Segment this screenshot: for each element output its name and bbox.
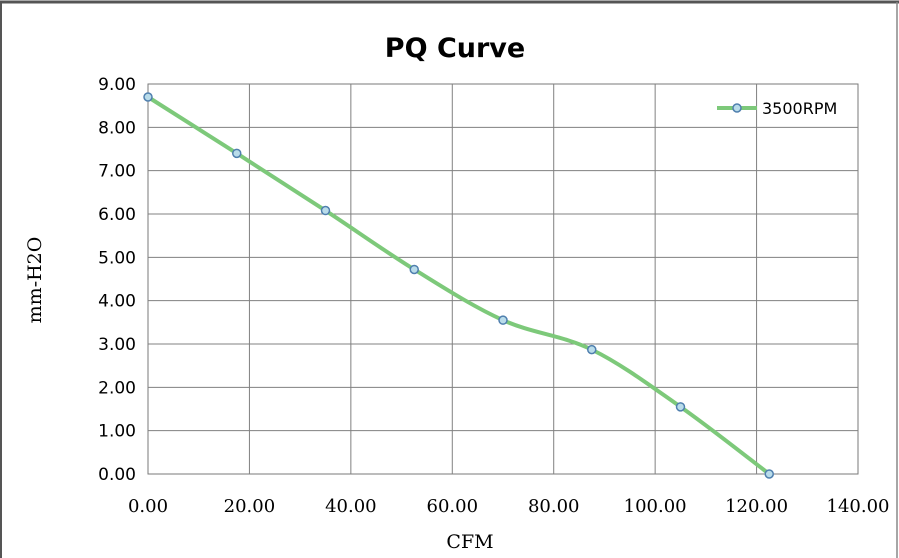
data-point-marker (320, 205, 331, 216)
legend-label: 3500RPM (762, 99, 837, 118)
legend-marker-icon (732, 103, 742, 113)
series-line (146, 95, 771, 476)
x-tick-label: 100.00 (624, 496, 687, 517)
y-axis: 0.00 1.00 2.00 3.00 4.00 5.00 6.00 7.00 8.00 9.00 (98, 75, 136, 485)
x-tick-label: 80.00 (528, 496, 580, 517)
plot-area (147, 83, 859, 475)
chart-title: PQ Curve (385, 33, 525, 64)
data-point-marker (764, 469, 774, 479)
y-tick-label: 8.00 (98, 118, 136, 138)
x-tick-label: 0.00 (128, 496, 168, 517)
y-tick-label: 4.00 (98, 292, 136, 312)
y-tick-label: 3.00 (98, 335, 136, 355)
data-point-marker (232, 148, 242, 159)
y-tick-label: 9.00 (98, 75, 136, 95)
x-axis: 0.00 20.00 40.00 60.00 80.00 100.00 120.00 140.… (128, 496, 890, 517)
y-tick-label: 5.00 (98, 248, 136, 268)
x-tick-label: 40.00 (325, 496, 377, 517)
legend: 3500RPM (717, 99, 837, 118)
y-tick-label: 6.00 (98, 205, 136, 225)
data-point-marker (143, 92, 153, 102)
series-3500rpm (143, 92, 774, 479)
x-axis-label: CFM (446, 531, 493, 553)
data-point-marker (409, 264, 419, 275)
y-tick-label: 1.00 (98, 422, 136, 442)
x-tick-label: 120.00 (725, 496, 788, 517)
x-tick-label: 20.00 (224, 496, 276, 517)
data-point-marker (675, 402, 686, 412)
data-point-marker (498, 315, 508, 325)
x-tick-label: 140.00 (827, 496, 890, 517)
y-axis-label: mm-H2O (24, 237, 46, 324)
grid-lines (148, 84, 858, 474)
y-tick-label: 0.00 (98, 465, 136, 485)
y-tick-label: 7.00 (98, 162, 136, 182)
y-tick-label: 2.00 (98, 378, 136, 398)
x-tick-label: 60.00 (427, 496, 479, 517)
data-point-marker (587, 344, 597, 355)
